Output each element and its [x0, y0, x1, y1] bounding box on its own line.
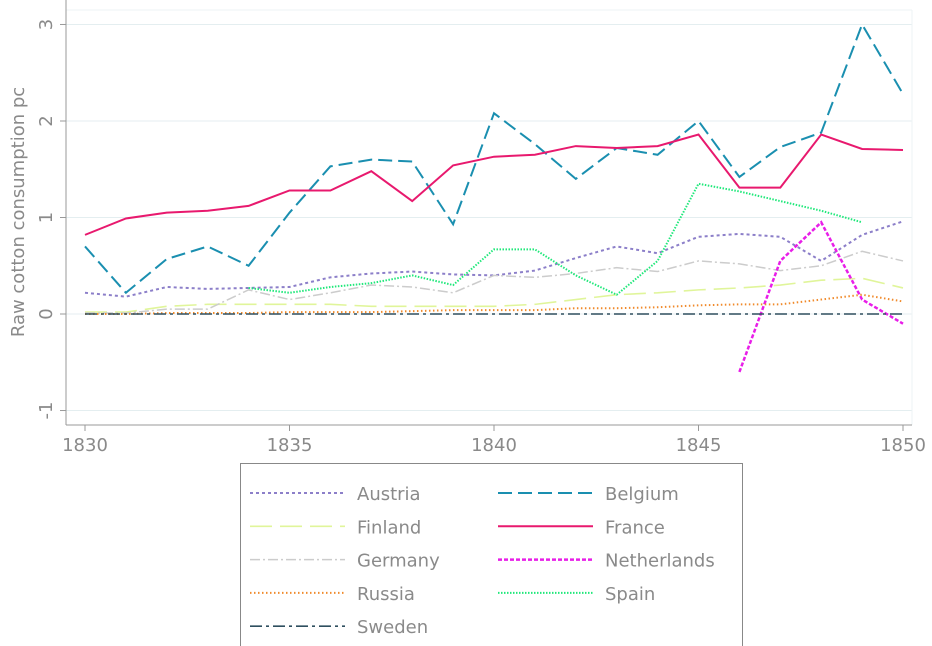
legend-label: Austria: [357, 484, 421, 505]
legend-label: Spain: [605, 584, 655, 605]
x-tick-label: 1845: [676, 435, 722, 456]
x-tick-label: 1835: [267, 435, 313, 456]
series-line: [84, 133, 904, 236]
y-tick-label: 3: [36, 19, 57, 30]
x-tick-label: 1850: [880, 435, 926, 456]
y-tick-label: 2: [36, 115, 57, 126]
x-tick-label: 1840: [471, 435, 517, 456]
y-tick-label: 1: [36, 212, 57, 223]
series-line: [84, 22, 904, 295]
y-axis-title: Raw cotton consumption pc: [8, 87, 29, 337]
series-line: [248, 182, 863, 296]
legend-label: Russia: [357, 584, 415, 605]
legend-label: France: [605, 517, 665, 538]
series-line: [85, 250, 904, 314]
x-tick-label: 1830: [62, 435, 108, 456]
y-tick-label: 0: [36, 308, 57, 319]
legend-label: Finland: [357, 517, 421, 538]
series-line: [85, 277, 904, 313]
series-line: [84, 220, 904, 298]
legend-label: Germany: [357, 551, 440, 572]
series-line: [85, 293, 904, 316]
series-line: [738, 220, 904, 373]
legend-label: Sweden: [357, 617, 428, 638]
legend-label: Belgium: [605, 484, 679, 505]
y-tick-label: -1: [36, 402, 57, 420]
legend-label: Netherlands: [605, 551, 715, 572]
